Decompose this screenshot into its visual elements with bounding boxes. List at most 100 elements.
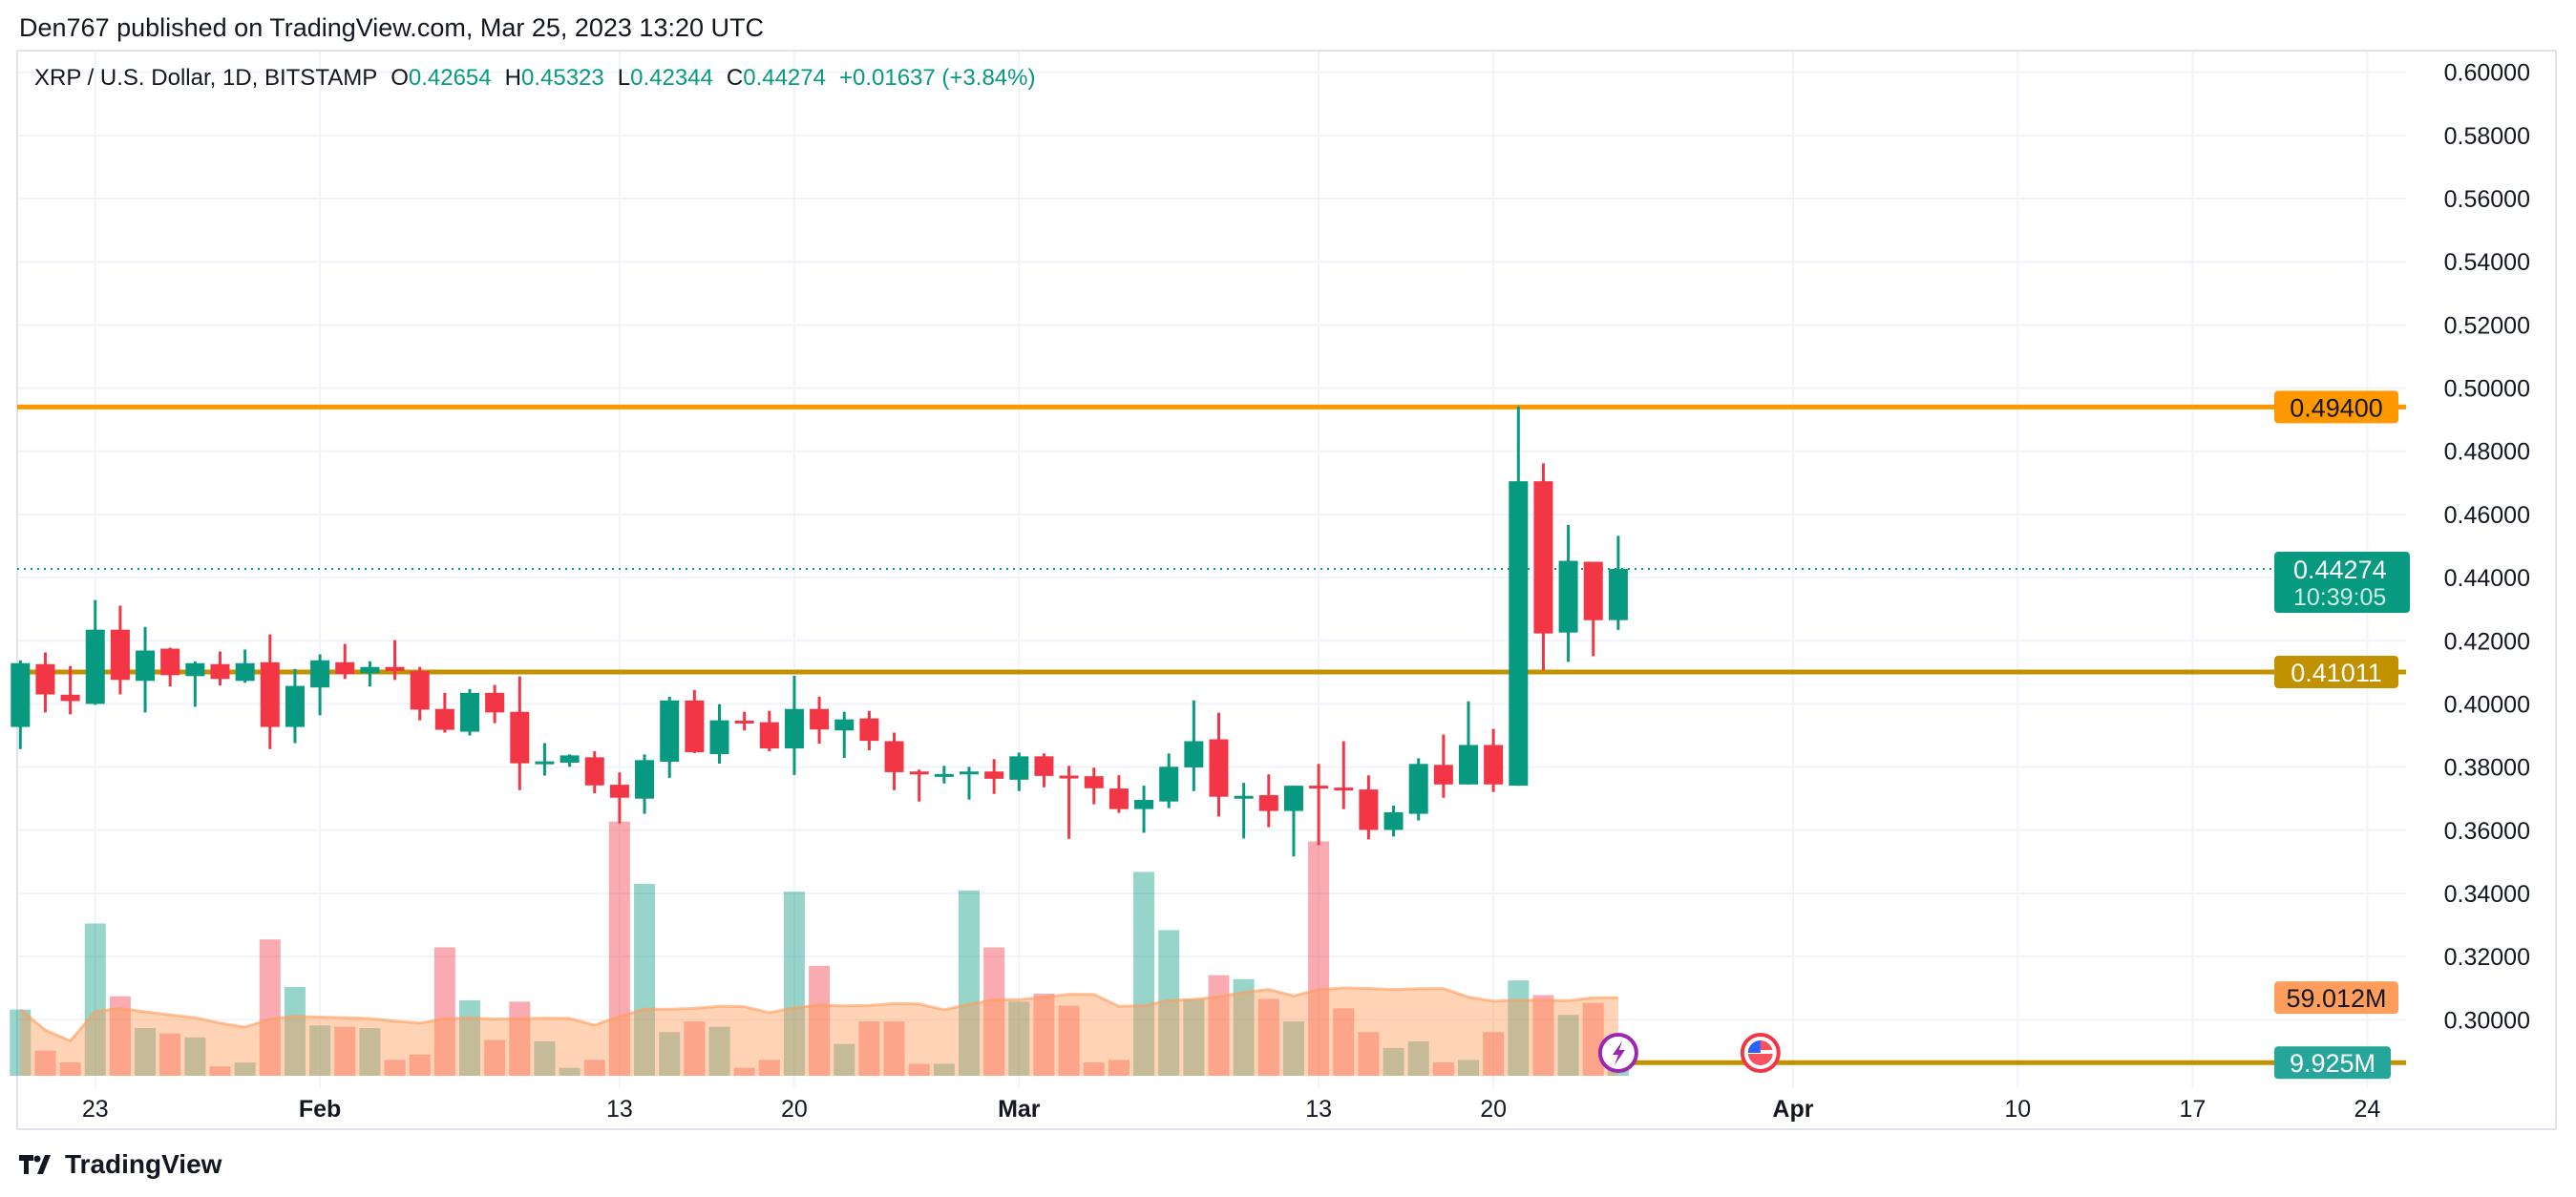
candle-body	[1159, 766, 1179, 802]
candle-body	[310, 660, 330, 688]
candle-body	[609, 785, 629, 798]
volume-bar	[109, 996, 131, 1076]
volume-bar	[10, 1009, 32, 1076]
candle-body	[1209, 739, 1229, 797]
candle-body	[434, 708, 454, 730]
volume-bar	[1508, 980, 1530, 1076]
candle-body	[1109, 788, 1129, 809]
volume-bar	[1407, 1040, 1429, 1076]
chart-frame	[16, 50, 2557, 1130]
volume-bar	[1233, 978, 1255, 1076]
candle-body	[11, 662, 31, 727]
time-tick: Mar	[998, 1096, 1041, 1123]
events[interactable]	[1597, 1033, 1781, 1073]
volume-ma-label-box	[2274, 981, 2398, 1015]
price-tick: 0.46000	[2444, 502, 2530, 529]
last-price-label: 0.44274	[2293, 556, 2387, 584]
candles	[11, 406, 1628, 857]
candle-body	[385, 666, 405, 672]
volume-bar	[933, 1063, 955, 1076]
time-axis[interactable]: 23 Feb 13 20 Mar 13 20 Apr 10 17 24	[82, 1096, 2381, 1123]
time-tick: Apr	[1772, 1096, 1813, 1123]
tradingview-logo-icon	[19, 1155, 51, 1174]
volume-bar	[1458, 1060, 1479, 1076]
price-tick: 0.40000	[2444, 691, 2530, 718]
volume-bar	[809, 965, 831, 1076]
candle-body	[1509, 481, 1529, 787]
volume-bar	[284, 987, 306, 1076]
symbol-title[interactable]: XRP / U.S. Dollar, 1D, BITSTAMP	[34, 65, 378, 91]
candle-body	[1533, 481, 1553, 634]
volume-bar	[433, 947, 455, 1076]
volume-bar	[1108, 1060, 1130, 1076]
time-tick: 24	[2354, 1096, 2380, 1123]
volume-bar	[1008, 1001, 1030, 1076]
price-line-label-box	[2274, 390, 2398, 424]
time-tick: 13	[1305, 1096, 1332, 1123]
volume-bar	[634, 883, 656, 1076]
volume-bar	[59, 1062, 81, 1076]
price-line-label: 0.49400	[2290, 393, 2383, 422]
candle-body	[1484, 745, 1504, 785]
price-tick: 0.52000	[2444, 312, 2530, 339]
volume-bar	[359, 1028, 381, 1076]
volume-bar	[1183, 998, 1205, 1076]
volume-bar	[1582, 1002, 1604, 1076]
volume-bar	[1133, 872, 1155, 1076]
volume-bar	[1083, 1062, 1105, 1076]
candle-body	[960, 771, 979, 775]
symbol-legend: XRP / U.S. Dollar, 1D, BITSTAMP O0.42654 H…	[34, 65, 1035, 92]
volume-bar	[209, 1066, 231, 1076]
change-value: +0.01637 (+3.84%)	[838, 65, 1036, 91]
candle-body	[60, 694, 80, 702]
candle-body	[1059, 775, 1079, 779]
high-label: H	[504, 65, 521, 91]
candle-body	[360, 666, 380, 674]
volume-bar	[908, 1063, 930, 1076]
tradingview-logo[interactable]: TradingView	[19, 1149, 222, 1180]
candle-body	[110, 629, 130, 681]
price-line-label: 0.41011	[2291, 659, 2382, 687]
candle-body	[635, 760, 655, 799]
time-tick: 20	[1480, 1096, 1507, 1123]
high-value: 0.45323	[520, 65, 604, 91]
time-tick: Feb	[299, 1096, 341, 1123]
price-tick: 0.56000	[2444, 186, 2530, 213]
candle-body	[934, 773, 954, 777]
candle-body	[1359, 789, 1379, 830]
volume-bar	[1308, 841, 1330, 1076]
volume-bar	[34, 1050, 56, 1076]
candle-body	[1134, 800, 1154, 809]
volume-bar	[534, 1040, 556, 1076]
horizontal-lines[interactable]	[17, 404, 2406, 1065]
volume-bar	[758, 1060, 780, 1076]
volume-bar	[1557, 1015, 1579, 1076]
volume-bar	[1033, 994, 1055, 1076]
candle-body	[85, 629, 105, 704]
candle-body	[1408, 764, 1428, 814]
price-tick: 0.32000	[2444, 944, 2530, 971]
candle-body	[834, 719, 855, 731]
volume-bar	[659, 1032, 681, 1076]
time-tick: 10	[2004, 1096, 2031, 1123]
close-value: 0.44274	[743, 65, 826, 91]
time-tick: 13	[606, 1096, 633, 1123]
time-tick: 23	[82, 1096, 109, 1123]
candle-body	[759, 722, 779, 749]
candle-body	[810, 708, 830, 730]
volume-bar	[1483, 1032, 1505, 1076]
price-tick: 0.50000	[2444, 376, 2530, 403]
time-tick: 17	[2179, 1096, 2206, 1123]
price-tick: 0.44000	[2444, 565, 2530, 592]
candle-body	[136, 650, 156, 682]
volume-ma	[19, 986, 1618, 1076]
volume-bar	[1208, 975, 1230, 1076]
volume-bar	[1282, 1021, 1304, 1076]
candle-body	[784, 708, 804, 749]
candle-body	[1184, 741, 1204, 767]
price-axis[interactable]: 0.60000 0.58000 0.56000 0.54000 0.52000 0.500…	[2444, 60, 2530, 1035]
flag-canton	[1747, 1040, 1761, 1053]
volume-bar	[184, 1037, 206, 1076]
candle-body	[584, 757, 604, 786]
